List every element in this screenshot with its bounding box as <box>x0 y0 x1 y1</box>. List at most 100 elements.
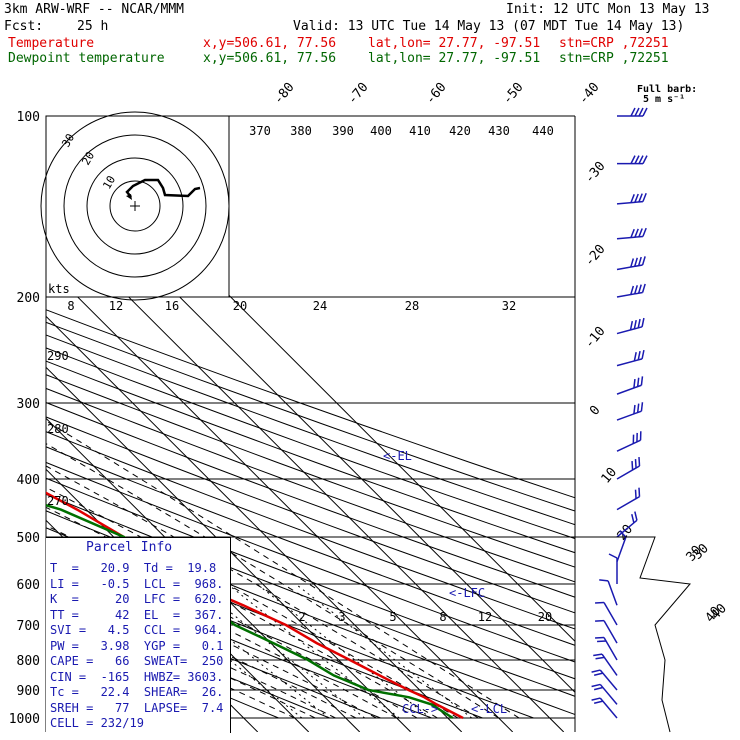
dry-adiabat-label: 290 <box>47 349 69 363</box>
isotherm-line <box>652 718 666 732</box>
wind-barb-flag <box>638 487 641 497</box>
temperature-legend: Temperature <box>8 36 95 51</box>
isotherm-line <box>447 717 463 732</box>
wind-barb <box>591 697 618 719</box>
wind-barb <box>616 457 641 480</box>
isobar-label: 600 <box>17 578 40 593</box>
wind-barb-flag <box>630 228 635 238</box>
wind-barb-flag <box>597 640 607 643</box>
level-annotation: <-LCL <box>471 702 507 716</box>
wind-barb <box>616 431 642 452</box>
wind-barb-flag <box>634 285 638 295</box>
wind-barb <box>617 155 648 165</box>
isobar-label: 800 <box>17 654 40 669</box>
dry-adiabat-label: 270 <box>47 494 69 508</box>
hodograph-scale-label: 24 <box>313 299 327 313</box>
parcel-info-row: LI = -0.5 LCL = 968. <box>50 576 224 591</box>
parcel-info-row: T = 20.9 Td = 19.8 <box>50 561 217 575</box>
moist-adiabat-line <box>46 525 418 719</box>
wind-barb-flag <box>639 431 642 441</box>
dewpoint-station: stn=CRP ,72251 <box>559 51 669 66</box>
wind-barb-flag <box>630 194 635 203</box>
moist-adiabat-line <box>46 594 316 719</box>
dry-adiabat-line <box>46 416 575 614</box>
isotherm-line <box>498 717 514 732</box>
wind-barb-flag <box>634 459 637 469</box>
isobar-label: 900 <box>17 684 40 699</box>
wind-barb-flag <box>638 155 644 164</box>
valid-time: Valid: 13 UTC Tue 14 May 13 (07 MDT Tue … <box>293 19 685 34</box>
hodograph-scale-label: 28 <box>405 299 419 313</box>
wind-barb-flag <box>634 107 640 117</box>
isobar-label: 100 <box>17 110 40 125</box>
wind-barb-flag <box>642 107 648 117</box>
wind-barb-staff <box>616 410 642 421</box>
dry-adiabat-line <box>46 477 575 680</box>
wind-barb-flag <box>595 636 605 639</box>
isobar-label: 300 <box>17 397 40 412</box>
hodograph-ring <box>40 111 230 301</box>
wind-barb-flag <box>633 379 636 389</box>
forecast-hour: 25 h <box>77 19 109 34</box>
dewpoint-latlon: lat,lon= 27.77, -97.51 <box>368 51 541 66</box>
wind-barb-flag <box>640 402 644 412</box>
parcel-info-row: SVI = 4.5 CCL = 964. <box>50 623 224 637</box>
wind-barb-flag <box>633 404 636 414</box>
wind-barb-staff <box>599 683 618 705</box>
wind-barb-flag <box>634 193 639 203</box>
wind-barb-flag <box>634 228 639 238</box>
wind-barb-flag <box>595 619 605 622</box>
init-time: Init: 12 UTC Mon 13 May 13 <box>506 2 710 17</box>
theta-label: 420 <box>449 124 471 138</box>
dewpoint-xy: x,y=506.61, 77.56 <box>203 51 337 66</box>
isobar-label: 200 <box>17 291 40 306</box>
wind-barb <box>616 349 645 367</box>
isotherm-line <box>396 717 412 732</box>
dry-adiabat-line <box>46 334 575 526</box>
wind-barb <box>616 193 647 205</box>
parcel-info-row: Tc = 22.4 SHEAR= 26. <box>50 685 224 699</box>
dry-adiabat-line <box>46 446 575 646</box>
theta-label: 430 <box>488 124 510 138</box>
wind-barb-staff <box>616 439 641 452</box>
wind-barb-flag <box>642 193 647 202</box>
dry-adiabat-line <box>46 580 381 719</box>
wind-barb-staff <box>616 235 643 240</box>
wind-barb-flag <box>591 697 601 701</box>
wind-barb-flag <box>631 461 634 471</box>
wind-barb-flag <box>633 352 637 362</box>
parcel-info-panel <box>46 537 231 733</box>
mixing-ratio-label: 12 <box>478 610 492 624</box>
wind-barb-flag <box>631 513 635 524</box>
moist-adiabat-line <box>46 541 397 719</box>
hodograph-scale-label: 12 <box>109 299 123 313</box>
wind-barb-flag <box>593 653 603 657</box>
wind-barb-flag <box>595 601 605 604</box>
level-annotation: <-LFC <box>449 586 485 600</box>
dewpoint-legend: Dewpoint temperature <box>8 51 165 66</box>
isotherm-line <box>0 718 3 732</box>
parcel-info-row: PW = 3.98 YGP = 0.1 <box>50 638 224 653</box>
dry-adiabat-label: 280 <box>47 422 69 436</box>
hodograph-unit-label: kts <box>48 282 70 296</box>
parcel-info-row: CAPE = 66 SWEAT= 250 <box>50 654 224 668</box>
wind-barb-staff <box>607 580 618 606</box>
wind-barb <box>593 653 618 676</box>
dry-adiabat-line <box>46 321 575 512</box>
wind-barb-flag <box>637 256 642 266</box>
wind-barb-flag <box>619 530 627 538</box>
wind-barb-flag <box>630 285 635 295</box>
wind-barb-flag <box>637 284 642 294</box>
isotherm-line <box>345 717 361 732</box>
wind-barb-staff <box>616 358 643 367</box>
isotherm-label: 0 <box>587 403 604 419</box>
parcel-info-title: Parcel Info <box>86 540 173 555</box>
wind-barb-staff <box>616 326 643 335</box>
dry-adiabat-line <box>46 347 575 540</box>
hodograph-ring <box>109 180 161 232</box>
wind-barb <box>599 579 618 606</box>
wind-barb-flag <box>634 511 638 521</box>
isotherm-label: -40 <box>576 80 603 108</box>
mixing-ratio-label: 8 <box>439 610 446 624</box>
